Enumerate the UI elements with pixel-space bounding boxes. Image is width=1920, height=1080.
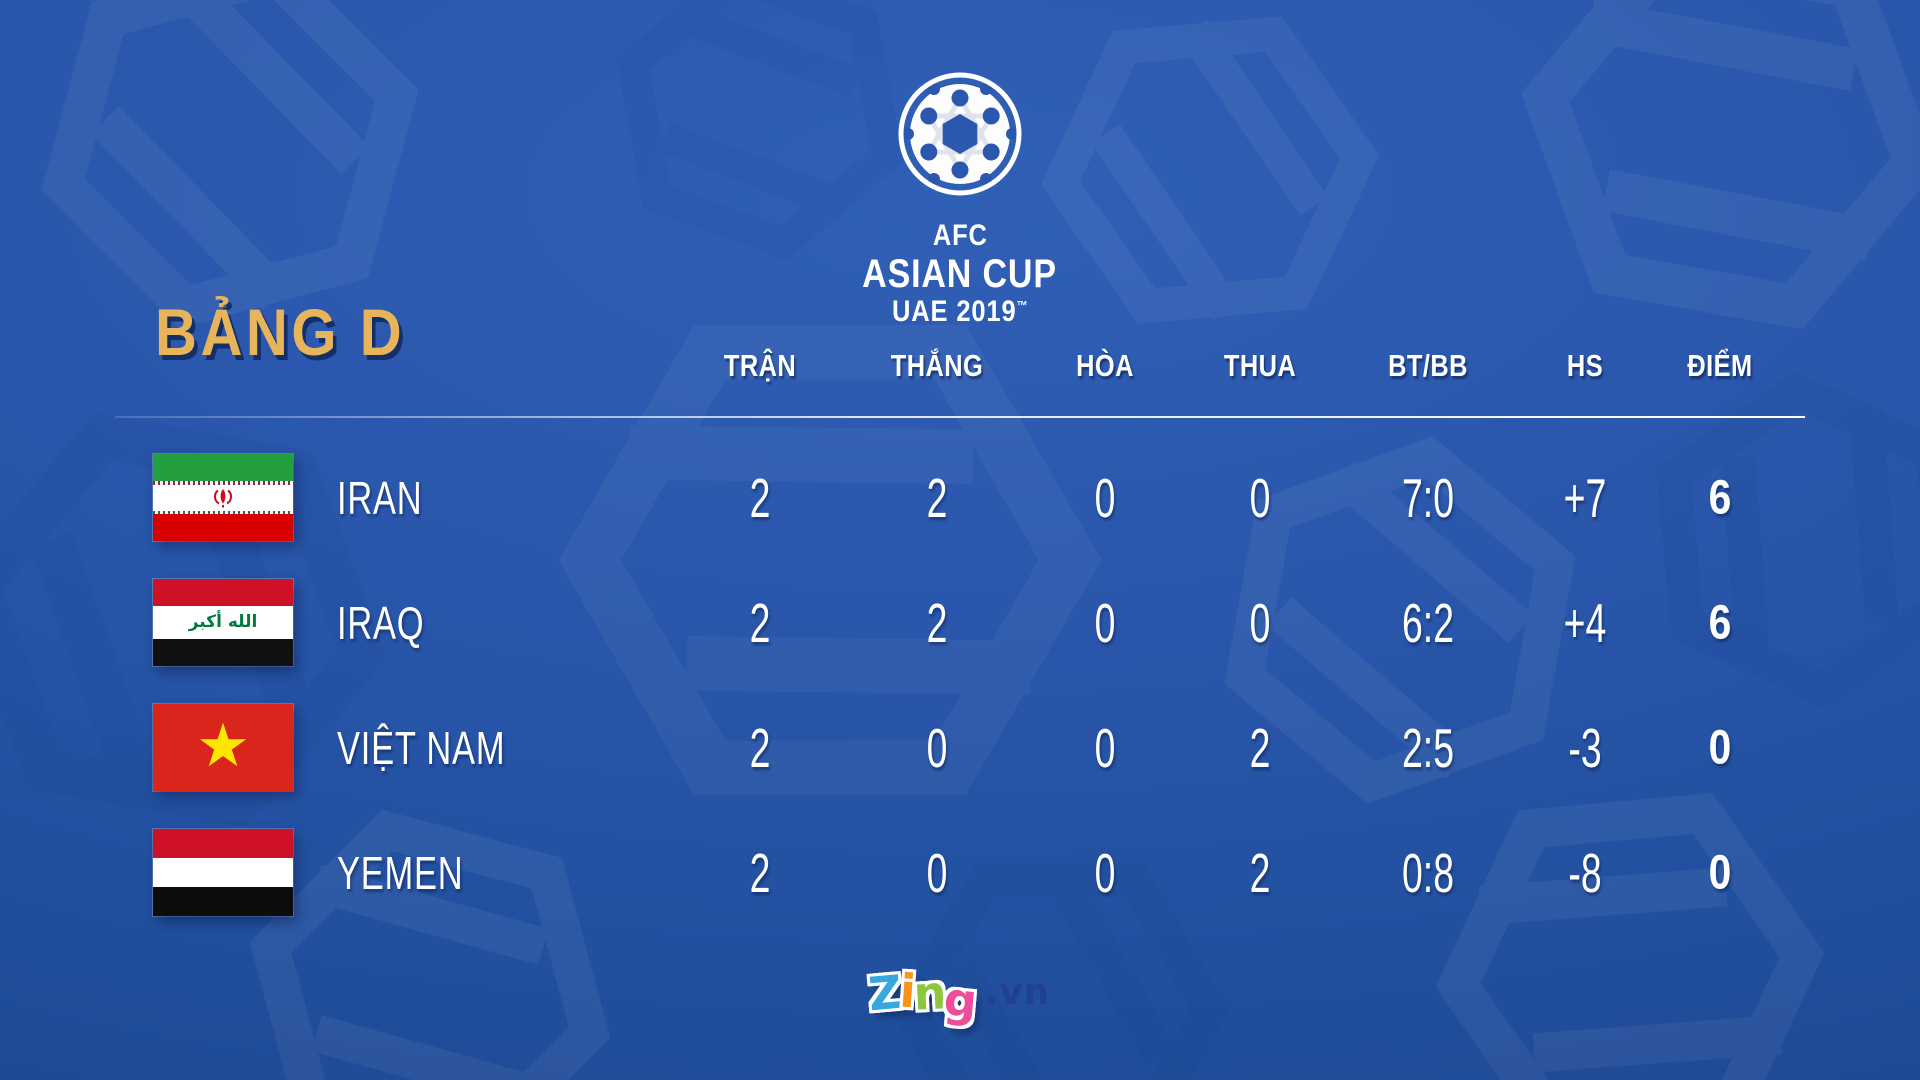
matches-lost: 0 [1249, 591, 1271, 654]
goal-difference: +4 [1563, 591, 1607, 654]
matches-lost: 0 [1249, 466, 1271, 529]
standings-table: IRAN 2 2 0 0 7:0 +7 6 الله أكبر IRAQ 2 2… [0, 435, 1920, 935]
iran-flag-white-band [153, 484, 293, 511]
goal-difference: -3 [1568, 716, 1602, 779]
matches-drawn: 0 [1094, 841, 1116, 904]
iraq-flag-white-band: الله أكبر [153, 606, 293, 639]
yemen-flag-red-band [153, 829, 293, 858]
goal-difference: -8 [1568, 841, 1602, 904]
iran-flag-takbir-band-bottom [153, 510, 293, 515]
trademark-symbol: ™ [1016, 297, 1029, 313]
column-header-diem: ĐIỂM [1687, 348, 1753, 383]
matches-won: 0 [926, 716, 948, 779]
points: 6 [1708, 471, 1732, 524]
iraq-flag-black-band [153, 639, 293, 666]
matches-played: 2 [749, 466, 771, 529]
iran-emblem-icon [213, 488, 233, 507]
header-divider-line [115, 416, 1805, 418]
team-name: YEMEN [337, 846, 464, 899]
zing-vn-logo: Z i n g .vn [866, 964, 1051, 1029]
table-header-row: TRẬN THẮNG HÒA THUA BT/BB HS ĐIỂM [0, 338, 1920, 394]
points: 6 [1708, 596, 1732, 649]
matches-drawn: 0 [1094, 466, 1116, 529]
goal-difference: +7 [1563, 466, 1607, 529]
team-name: VIỆT NAM [337, 721, 506, 774]
yemen-flag-black-band [153, 887, 293, 916]
iran-flag-green-band [153, 454, 293, 481]
yemen-flag-white-band [153, 858, 293, 887]
matches-played: 2 [749, 716, 771, 779]
afc-label: AFC [932, 219, 988, 252]
star-icon: ★ [196, 710, 250, 781]
table-row-iraq: الله أكبر IRAQ 2 2 0 0 6:2 +4 6 [0, 560, 1920, 685]
team-name: IRAN [337, 471, 423, 524]
points: 0 [1708, 721, 1732, 774]
matches-played: 2 [749, 841, 771, 904]
matches-won: 0 [926, 841, 948, 904]
afc-ball-icon [898, 72, 1022, 196]
matches-won: 2 [926, 466, 948, 529]
vietnam-flag-red-field: ★ [153, 704, 293, 791]
zing-letter-g: g [941, 971, 980, 1029]
goals-for-against: 6:2 [1402, 591, 1454, 654]
yemen-flag [153, 829, 293, 916]
goals-for-against: 0:8 [1402, 841, 1454, 904]
group-title: BẢNG D [155, 295, 406, 369]
afc-wordmark: AFC ASIAN CUP UAE 2019™ [0, 220, 1920, 327]
matches-lost: 2 [1249, 716, 1271, 779]
team-name: IRAQ [337, 596, 425, 649]
iran-flag-takbir-band-top [153, 480, 293, 485]
column-header-btbb: BT/BB [1388, 348, 1468, 383]
iraq-flag-script: الله أكبر [188, 612, 258, 632]
goals-for-against: 2:5 [1402, 716, 1454, 779]
iraq-flag: الله أكبر [153, 579, 293, 666]
matches-drawn: 0 [1094, 716, 1116, 779]
points: 0 [1708, 846, 1732, 899]
table-row-iran: IRAN 2 2 0 0 7:0 +7 6 [0, 435, 1920, 560]
goals-for-against: 7:0 [1402, 466, 1454, 529]
column-header-hs: HS [1566, 348, 1604, 383]
column-header-hoa: HÒA [1076, 348, 1134, 383]
iran-flag-red-band [153, 514, 293, 541]
iraq-flag-red-band [153, 579, 293, 606]
column-header-thang: THẮNG [890, 348, 984, 383]
matches-drawn: 0 [1094, 591, 1116, 654]
matches-lost: 2 [1249, 841, 1271, 904]
uae-2019-label: UAE 2019 [891, 294, 1017, 328]
column-header-thua: THUA [1223, 348, 1297, 383]
asian-cup-label: ASIAN CUP [862, 251, 1058, 296]
table-row-vietnam: ★ VIỆT NAM 2 0 0 2 2:5 -3 0 [0, 685, 1920, 810]
matches-played: 2 [749, 591, 771, 654]
matches-won: 2 [926, 591, 948, 654]
table-row-yemen: YEMEN 2 0 0 2 0:8 -8 0 [0, 810, 1920, 935]
vietnam-flag: ★ [153, 704, 293, 791]
column-header-tran: TRẬN [723, 348, 797, 383]
iran-flag [153, 454, 293, 541]
zing-vn-suffix: .vn [984, 972, 1051, 1013]
